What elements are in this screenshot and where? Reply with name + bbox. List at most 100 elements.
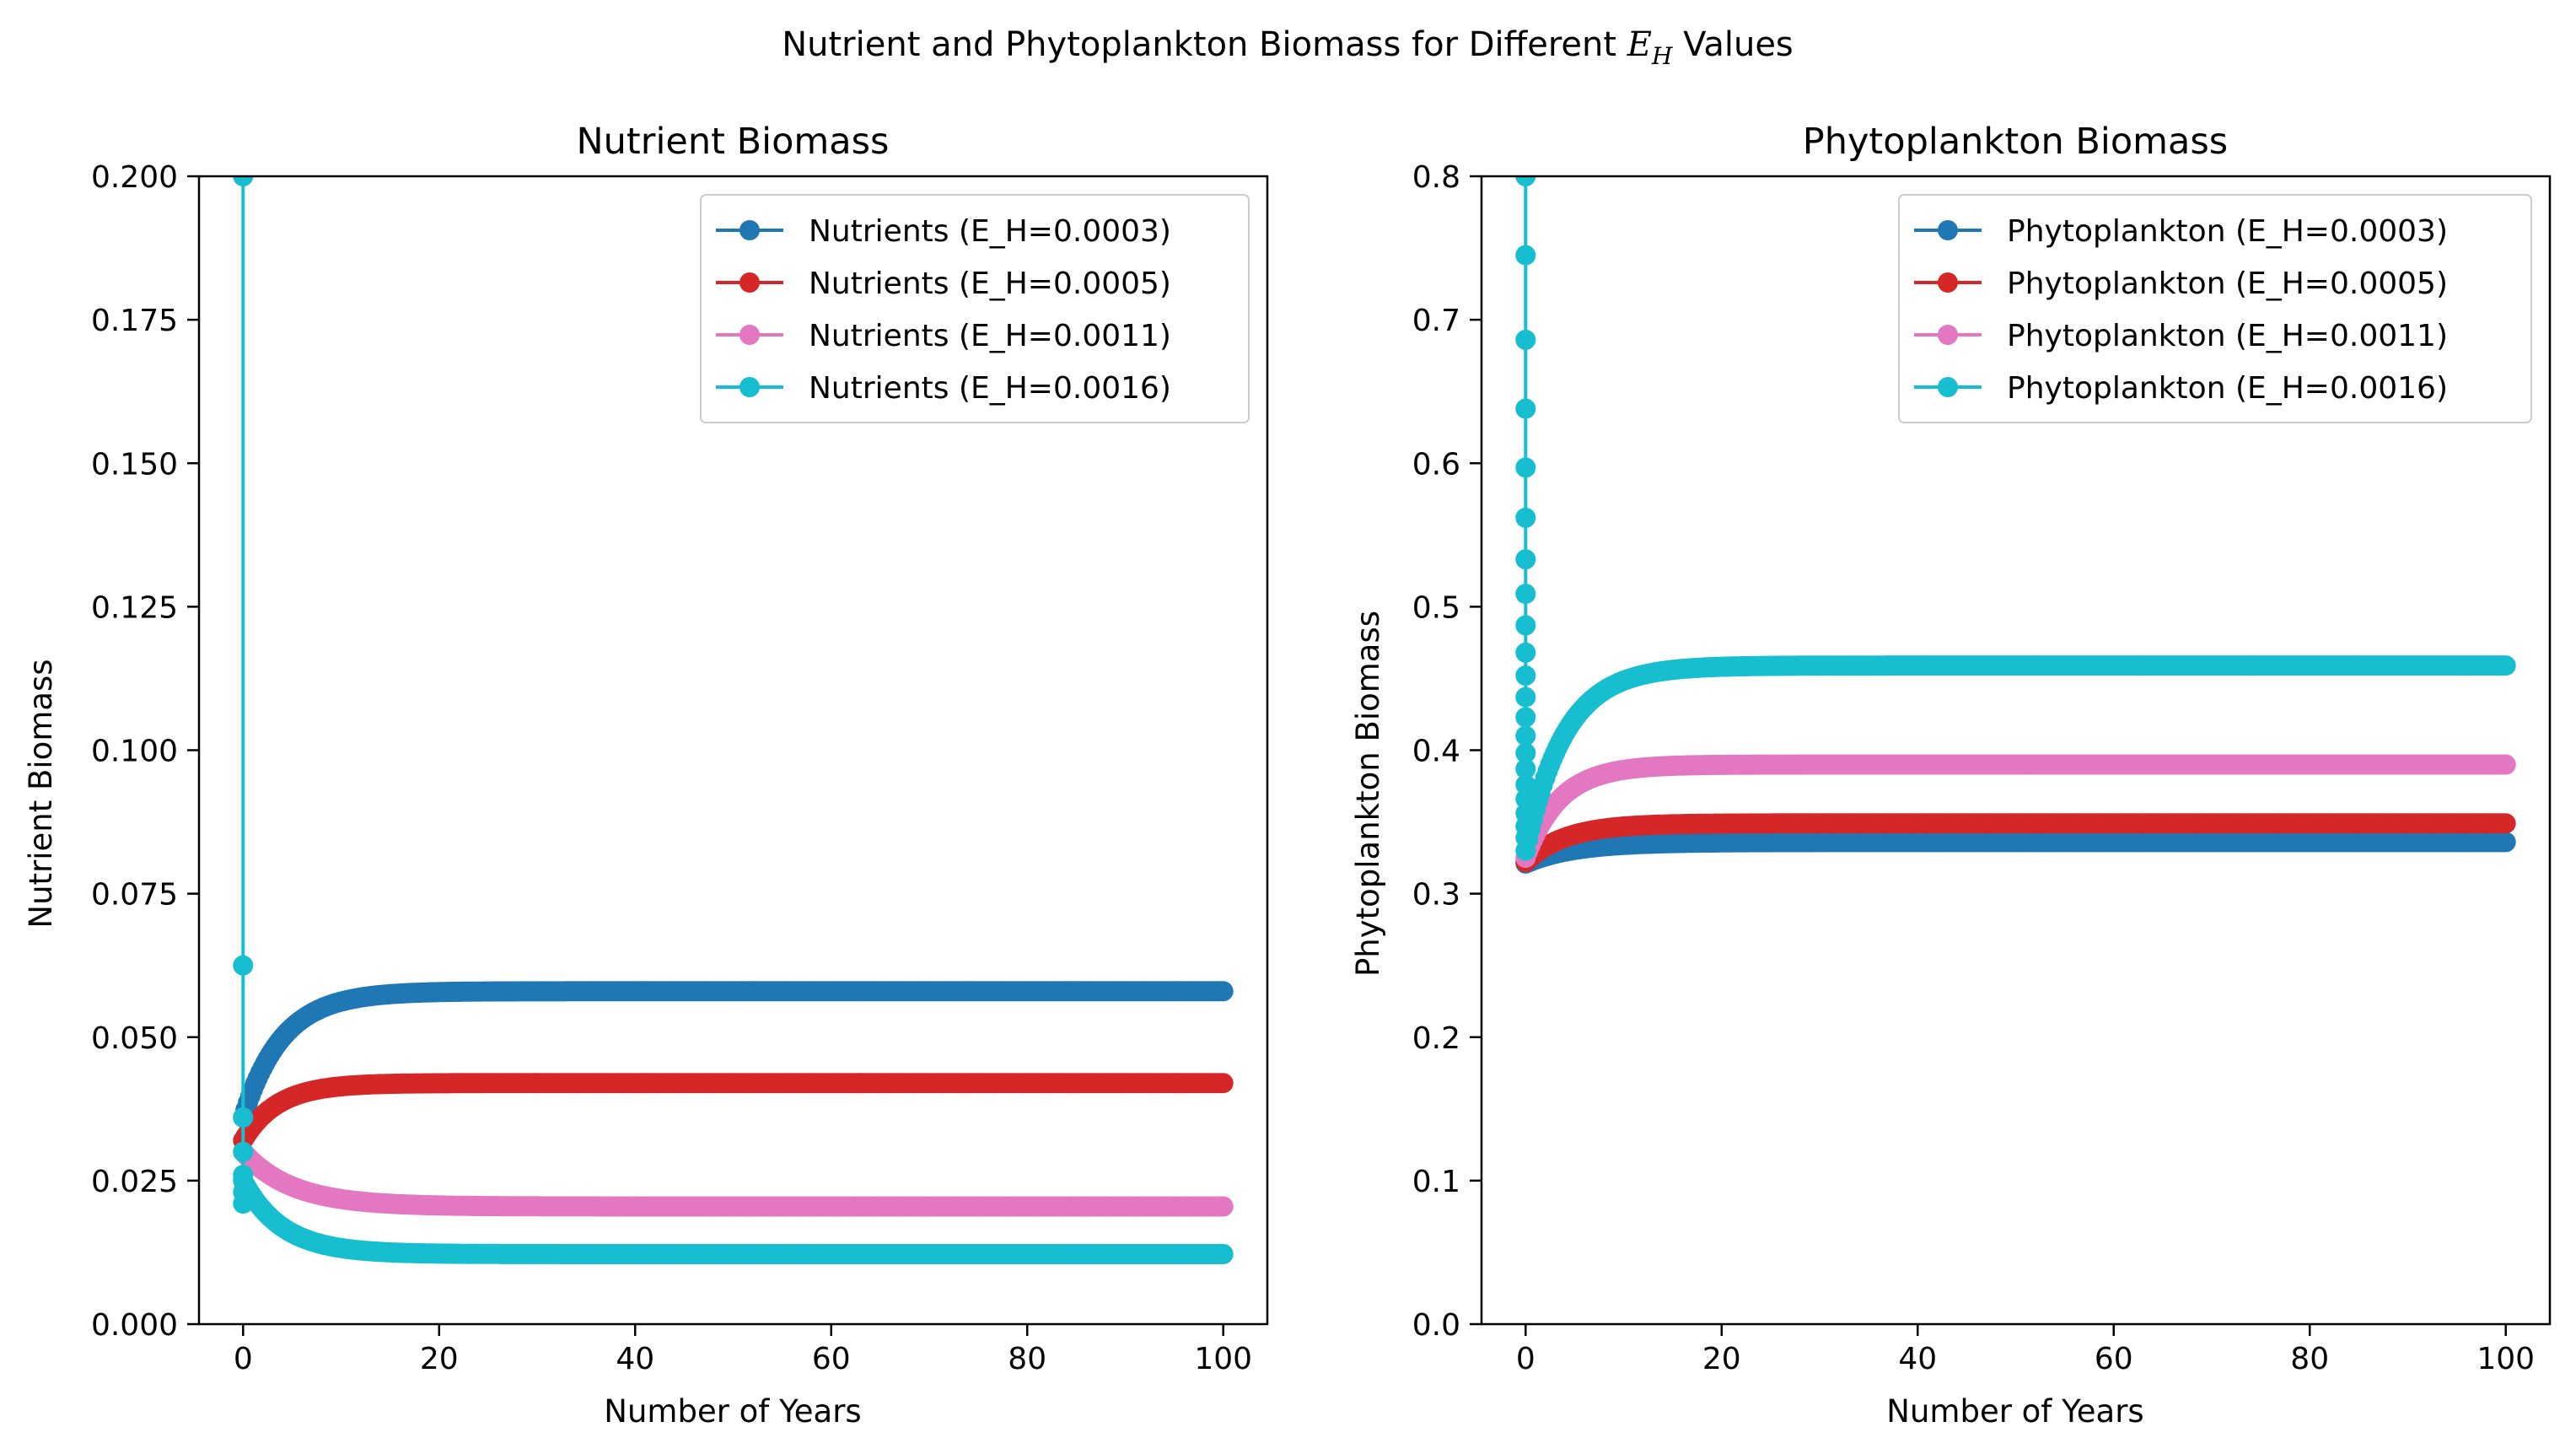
- data-point: [1515, 549, 1536, 570]
- legend-item: Nutrients (E_H=0.0005): [716, 267, 1171, 301]
- x-tick-label: 40: [616, 1342, 654, 1376]
- x-axis-label: Number of Years: [604, 1393, 861, 1430]
- phytoplankton-subplot: Phytoplankton Biomass Number of Years Ph…: [1350, 121, 2552, 1430]
- data-point: [2495, 832, 2516, 853]
- data-point: [1515, 245, 1536, 266]
- legend-item: Phytoplankton (E_H=0.0005): [1914, 267, 2448, 301]
- legend-swatch-marker: [739, 325, 760, 345]
- y-tick-label: 0.000: [91, 1308, 178, 1343]
- x-tick-label: 40: [1898, 1342, 1937, 1376]
- data-point: [1515, 176, 1536, 186]
- legend-item: Phytoplankton (E_H=0.0003): [1914, 214, 2448, 249]
- x-tick-label: 100: [1194, 1342, 1252, 1376]
- axes-frame: [1480, 175, 2552, 1326]
- y-tick-label: 0.4: [1412, 735, 1460, 769]
- series-3: [233, 1141, 1234, 1217]
- x-axis-label: Number of Years: [1886, 1393, 2143, 1430]
- x-tick-label: 60: [2095, 1342, 2133, 1376]
- series-2: [233, 1073, 1234, 1151]
- data-point: [1213, 981, 1234, 1002]
- x-tick-label: 20: [420, 1342, 459, 1376]
- y-tick-label: 0.125: [91, 590, 178, 625]
- series-4: [1515, 176, 2516, 861]
- x-tick-label: 100: [2477, 1342, 2535, 1376]
- legend-label: Phytoplankton (E_H=0.0011): [2007, 319, 2448, 353]
- data-point: [1515, 687, 1536, 708]
- legend-label: Phytoplankton (E_H=0.0016): [2007, 371, 2448, 406]
- data-point: [1515, 665, 1536, 686]
- y-tick-label: 0.150: [91, 447, 178, 482]
- data-point: [1515, 457, 1536, 478]
- legend: Nutrients (E_H=0.0003) Nutrients (E_H=0.0…: [700, 194, 1250, 423]
- y-tick-label: 0.7: [1412, 304, 1460, 338]
- data-point: [2495, 754, 2516, 775]
- legend-swatch-marker: [1938, 272, 1958, 293]
- data-point: [1515, 329, 1536, 350]
- legend-label: Nutrients (E_H=0.0016): [809, 371, 1171, 406]
- x-tick-label: 20: [1702, 1342, 1741, 1376]
- x-tick-label: 0: [1516, 1342, 1535, 1376]
- legend-box: [1898, 194, 2532, 423]
- data-point: [2495, 655, 2516, 676]
- data-point: [1515, 398, 1536, 419]
- figure-suptitle: Nutrient and Phytoplankton Biomass for D…: [782, 25, 1794, 70]
- y-tick-label: 0.8: [1412, 160, 1460, 195]
- data-point: [1515, 615, 1536, 636]
- legend-swatch-marker: [739, 272, 760, 293]
- data-point: [1213, 1073, 1234, 1094]
- axes-frame: [197, 175, 1269, 1326]
- data-point: [1515, 507, 1536, 528]
- y-tick-label: 0.200: [91, 160, 178, 195]
- tick-layer: 0 20 40 60 80 100 0.000 0.025 0.050 0.075 0.100 0.1…: [91, 160, 1252, 1376]
- data-point: [1515, 584, 1536, 605]
- y-tick-label: 0.050: [91, 1021, 178, 1056]
- x-tick-label: 60: [812, 1342, 851, 1376]
- data-point: [1515, 725, 1536, 746]
- legend-label: Nutrients (E_H=0.0011): [809, 319, 1171, 353]
- y-tick-label: 0.1: [1412, 1165, 1460, 1199]
- nutrient-subplot: Nutrient Biomass Number of Years Nutrien…: [23, 121, 1269, 1430]
- data-point: [1213, 1244, 1234, 1264]
- legend-swatch-marker: [739, 220, 760, 240]
- y-axis-label: Nutrient Biomass: [23, 659, 59, 928]
- y-tick-label: 0.175: [91, 304, 178, 338]
- plot-title: Phytoplankton Biomass: [1803, 121, 2228, 163]
- tick-layer: 0 20 40 60 80 100 0.0 0.1 0.2 0.3 0.4 0.5 0.6 0.7 0.8: [1412, 160, 2535, 1376]
- legend-label: Phytoplankton (E_H=0.0003): [2007, 214, 2448, 249]
- x-tick-label: 80: [2290, 1342, 2329, 1376]
- legend-label: Nutrients (E_H=0.0005): [809, 267, 1171, 301]
- data-point: [233, 955, 254, 976]
- y-tick-label: 0.6: [1412, 447, 1460, 482]
- series-1: [1515, 832, 2516, 874]
- legend-swatch-marker: [1938, 220, 1958, 240]
- data-point: [1515, 742, 1536, 763]
- legend-item: Phytoplankton (E_H=0.0016): [1914, 371, 2448, 406]
- legend-item: Nutrients (E_H=0.0003): [716, 214, 1171, 249]
- legend-item: Nutrients (E_H=0.0011): [716, 319, 1171, 353]
- y-tick-label: 0.2: [1412, 1021, 1460, 1056]
- legend-label: Phytoplankton (E_H=0.0005): [2007, 267, 2448, 301]
- legend: Phytoplankton (E_H=0.0003) Phytoplankton …: [1898, 194, 2532, 423]
- y-tick-label: 0.5: [1412, 590, 1460, 625]
- y-tick-label: 0.075: [91, 878, 178, 913]
- legend-label: Nutrients (E_H=0.0003): [809, 214, 1171, 249]
- data-layer: [1515, 176, 2516, 874]
- suptitle-suffix: Values: [1672, 25, 1793, 64]
- suptitle-prefix: Nutrient and Phytoplankton Biomass for D…: [782, 25, 1627, 64]
- suptitle-subscript: H: [1651, 42, 1673, 70]
- data-point: [1213, 1196, 1234, 1217]
- legend-swatch-marker: [739, 377, 760, 397]
- series-4: [233, 176, 1234, 1264]
- suptitle-symbol: E: [1627, 25, 1652, 64]
- legend-box: [700, 194, 1250, 423]
- y-tick-label: 0.0: [1412, 1308, 1460, 1343]
- data-layer: [233, 176, 1234, 1264]
- legend-swatch-marker: [1938, 377, 1958, 397]
- legend-item: Phytoplankton (E_H=0.0011): [1914, 319, 2448, 353]
- data-point: [1515, 707, 1536, 728]
- x-tick-label: 80: [1008, 1342, 1046, 1376]
- legend-item: Nutrients (E_H=0.0016): [716, 371, 1171, 406]
- data-point: [2495, 813, 2516, 834]
- plot-title: Nutrient Biomass: [577, 121, 890, 163]
